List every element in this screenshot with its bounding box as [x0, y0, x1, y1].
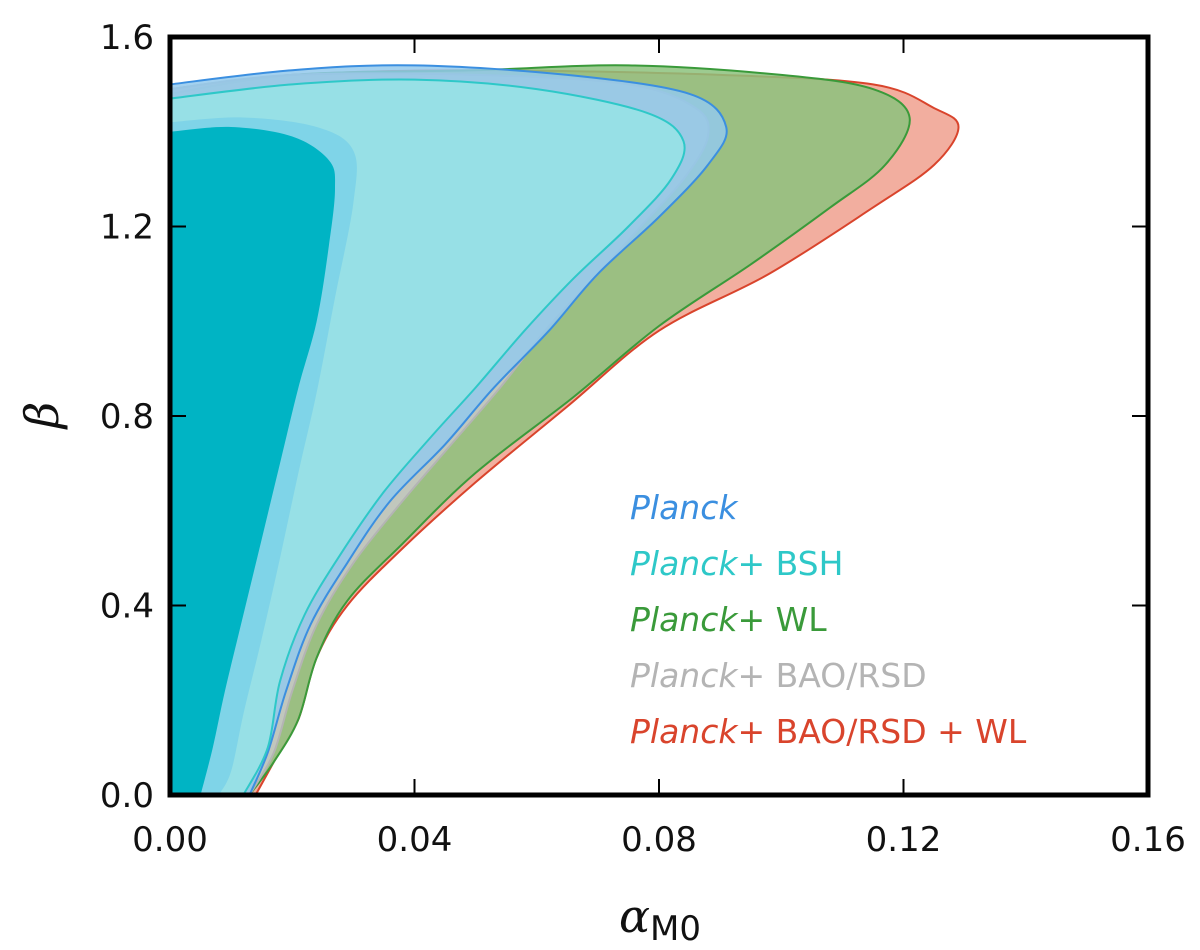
legend-entry-rest: + BAO/RSD	[737, 656, 926, 695]
legend-entry-italic: Planck	[630, 544, 739, 583]
y-tick-label: 1.6	[100, 18, 154, 58]
legend-entry-italic: Planck	[630, 600, 739, 639]
x-axis-label: αM0	[619, 889, 701, 949]
x-tick-label: 0.00	[132, 820, 208, 860]
legend-entry-italic: Planck	[630, 656, 739, 695]
legend-entry: Planck	[630, 488, 739, 527]
y-tick-label: 0.0	[100, 776, 154, 816]
y-axis-label: β	[15, 402, 69, 431]
legend-entry-rest: + WL	[737, 600, 827, 639]
legend-entry-rest: + BSH	[737, 544, 843, 583]
axis-ticks	[169, 36, 1149, 796]
legend-entry: Planck+ WL	[630, 600, 827, 639]
y-tick-label: 0.8	[100, 397, 154, 437]
x-axis-label-subscript: M0	[650, 909, 701, 949]
y-tick-label: 0.4	[100, 587, 154, 627]
contour-inner-4	[170, 126, 336, 796]
legend-entry-italic: Planck	[630, 488, 739, 527]
y-tick-label: 1.2	[100, 208, 154, 248]
x-tick-label: 0.08	[621, 820, 697, 860]
legend-entry: Planck+ BAO/RSD	[630, 656, 927, 695]
legend-entry: Planck+ BSH	[630, 544, 843, 583]
x-tick-label: 0.12	[866, 820, 942, 860]
legend-entry-italic: Planck	[630, 712, 739, 751]
axis-tick-labels: 0.00 0.04 0.08 0.12 0.16 0.0 0.4 0.8 1.2 1.6	[100, 18, 1186, 860]
x-tick-label: 0.04	[377, 820, 453, 860]
contour-fills	[169, 64, 960, 796]
x-axis-label-symbol: α	[619, 889, 650, 943]
x-tick-label: 0.16	[1110, 820, 1186, 860]
legend-entry-rest: + BAO/RSD + WL	[737, 712, 1026, 751]
legend-entry: Planck+ BAO/RSD + WL	[630, 712, 1027, 751]
